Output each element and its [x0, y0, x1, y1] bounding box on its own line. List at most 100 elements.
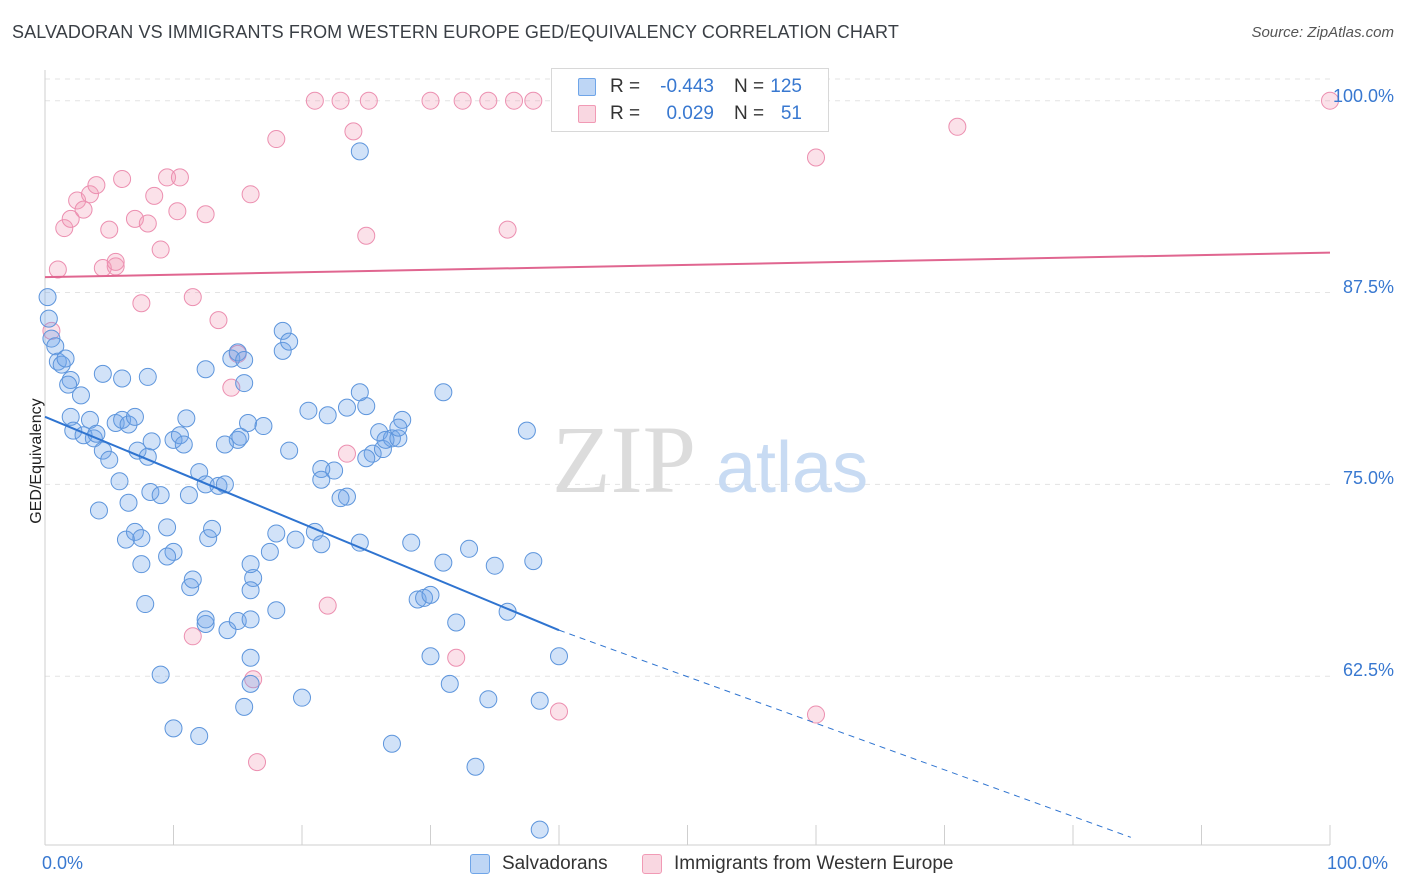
legend-swatch-pink	[578, 105, 596, 123]
data-point	[434, 383, 453, 402]
data-point	[183, 570, 202, 589]
data-point	[132, 294, 151, 313]
data-point	[183, 288, 202, 307]
data-point	[209, 311, 228, 330]
data-point	[235, 351, 254, 370]
data-point	[138, 367, 157, 386]
data-point	[241, 648, 260, 667]
data-point	[267, 524, 286, 543]
y-tick-label-100: 100.0%	[1332, 86, 1394, 106]
data-point	[267, 130, 286, 149]
data-point	[164, 542, 183, 561]
data-point	[48, 260, 67, 279]
data-point	[241, 555, 260, 574]
data-point	[110, 472, 129, 491]
data-point	[241, 610, 260, 629]
data-point	[389, 429, 408, 448]
data-point	[357, 449, 376, 468]
data-point	[158, 547, 177, 566]
data-point	[350, 142, 369, 161]
data-point	[128, 441, 147, 460]
data-point	[125, 407, 144, 426]
data-point	[331, 91, 350, 110]
legend-r-label: R =	[610, 76, 641, 97]
source-label: Source: ZipAtlas.com	[1251, 24, 1394, 41]
data-point	[244, 670, 263, 689]
data-point	[359, 91, 378, 110]
data-point	[151, 240, 170, 259]
legend-n-value: 125	[770, 76, 802, 97]
data-point	[241, 581, 260, 600]
data-point	[305, 91, 324, 110]
data-point	[948, 117, 967, 136]
data-point	[312, 535, 331, 554]
data-point	[168, 202, 187, 221]
data-point	[447, 613, 466, 632]
data-point	[93, 364, 112, 383]
watermark-atlas: atlas	[716, 428, 868, 508]
data-point	[113, 369, 132, 388]
legend-r-value: -0.443	[660, 76, 714, 97]
data-point	[299, 401, 318, 420]
data-point	[235, 697, 254, 716]
data-point	[61, 209, 80, 228]
trend-line-salvadorans	[44, 415, 560, 632]
data-point	[218, 621, 237, 640]
data-point	[203, 519, 222, 538]
data-point	[170, 168, 189, 187]
data-point	[337, 487, 356, 506]
data-point	[196, 615, 215, 634]
data-point	[55, 219, 74, 238]
data-point	[267, 601, 286, 620]
data-point	[61, 407, 80, 426]
data-point	[273, 341, 292, 360]
data-point	[505, 91, 524, 110]
data-point	[421, 647, 440, 666]
data-point	[106, 252, 125, 271]
data-point	[530, 820, 549, 839]
data-point	[228, 611, 247, 630]
data-point	[84, 429, 103, 448]
data-point	[119, 493, 138, 512]
data-point	[376, 430, 395, 449]
data-point	[530, 691, 549, 710]
data-point	[350, 383, 369, 402]
trend-line-western-europe	[44, 251, 1331, 279]
data-point	[151, 665, 170, 684]
data-point	[215, 475, 234, 494]
data-point	[199, 529, 218, 548]
data-point	[39, 309, 58, 328]
data-point	[312, 470, 331, 489]
data-point	[80, 185, 99, 204]
data-point	[337, 444, 356, 463]
data-point	[239, 413, 258, 432]
legend-r-label: R =	[610, 103, 641, 124]
data-point	[231, 427, 250, 446]
series-salvadorans	[38, 142, 568, 839]
data-point	[807, 148, 825, 167]
data-point	[56, 349, 75, 368]
data-point	[517, 421, 536, 440]
trend-lines	[44, 251, 1331, 838]
data-point	[235, 374, 254, 393]
bottom-legend-label: Immigrants from Western Europe	[674, 853, 954, 874]
data-point	[132, 555, 151, 574]
data-point	[164, 430, 183, 449]
y-tick-label-62-5: 62.5%	[1342, 660, 1394, 680]
data-point	[190, 727, 209, 746]
data-point	[196, 360, 215, 379]
data-point	[260, 542, 279, 561]
trend-line-salvadorans-extension	[558, 629, 1131, 838]
data-point	[337, 398, 356, 417]
data-point	[382, 734, 401, 753]
data-point	[46, 337, 65, 356]
data-point	[453, 91, 472, 110]
data-point	[183, 627, 202, 646]
legend-row-western-europe: R = 0.029 N = 51	[552, 101, 828, 127]
data-point	[228, 343, 247, 362]
data-point	[466, 757, 485, 776]
data-point	[248, 753, 267, 772]
x-tick-label-min: 0.0%	[42, 853, 84, 873]
legend-swatch-blue	[578, 78, 596, 96]
